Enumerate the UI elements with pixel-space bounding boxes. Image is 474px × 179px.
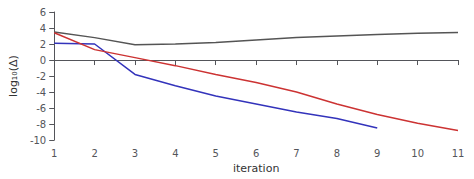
- svg-text:7: 7: [293, 148, 299, 159]
- svg-text:4: 4: [40, 23, 46, 34]
- svg-text:-6: -6: [36, 103, 46, 114]
- svg-text:11: 11: [452, 148, 465, 159]
- svg-text:1: 1: [51, 148, 57, 159]
- svg-text:8: 8: [334, 148, 340, 159]
- svg-text:6: 6: [40, 7, 46, 18]
- svg-text:3: 3: [132, 148, 138, 159]
- svg-text:0: 0: [40, 55, 46, 66]
- svg-text:5: 5: [213, 148, 219, 159]
- svg-text:-2: -2: [36, 71, 46, 82]
- svg-text:9: 9: [374, 148, 380, 159]
- svg-text:-8: -8: [36, 119, 46, 130]
- svg-text:4: 4: [172, 148, 178, 159]
- svg-text:10: 10: [411, 148, 424, 159]
- svg-text:2: 2: [40, 39, 46, 50]
- svg-text:6: 6: [253, 148, 259, 159]
- svg-text:iteration: iteration: [233, 162, 279, 175]
- svg-text:-10: -10: [30, 135, 46, 146]
- svg-text:log₁₀(Δ): log₁₀(Δ): [7, 55, 20, 97]
- svg-text:2: 2: [91, 148, 97, 159]
- svg-text:-4: -4: [36, 87, 46, 98]
